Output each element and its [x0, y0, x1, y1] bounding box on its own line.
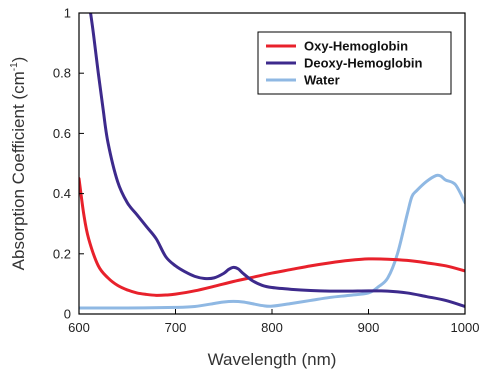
legend: Oxy-Hemoglobin Deoxy-Hemoglobin Water: [257, 31, 452, 95]
y-axis-label: Absorption Coefficient (cm-1): [9, 57, 28, 271]
series-line-oxy-hemoglobin: [79, 177, 465, 297]
y-tick-label: 0.2: [53, 246, 71, 261]
y-tick-label: 0.4: [53, 186, 71, 201]
y-axis-label-superscript: -1: [9, 62, 20, 71]
x-tick-label: 600: [68, 320, 90, 335]
legend-label: Oxy-Hemoglobin: [304, 39, 408, 54]
y-tick-label: 1: [64, 6, 71, 21]
x-tick-label: 800: [261, 320, 283, 335]
ticks-layer: 600 700 800 900 1000 0 0.2 0.4 0.6 0.8 1: [53, 6, 480, 336]
x-tick-label: 1000: [451, 320, 480, 335]
legend-label: Deoxy-Hemoglobin: [304, 56, 423, 71]
y-axis-label-close: ): [9, 57, 28, 63]
series-line-deoxy-hemoglobin: [89, 13, 465, 308]
series-layer: [79, 13, 465, 310]
y-tick-label: 0: [64, 307, 71, 322]
series-line-water: [79, 173, 465, 310]
y-tick-label: 0.8: [53, 66, 71, 81]
x-tick-label: 900: [358, 320, 380, 335]
legend-label: Water: [304, 73, 340, 88]
x-axis-label: Wavelength (nm): [208, 350, 337, 369]
y-tick-label: 0.6: [53, 126, 71, 141]
y-axis-label-main: Absorption Coefficient (cm: [9, 71, 28, 270]
x-tick-label: 700: [165, 320, 187, 335]
